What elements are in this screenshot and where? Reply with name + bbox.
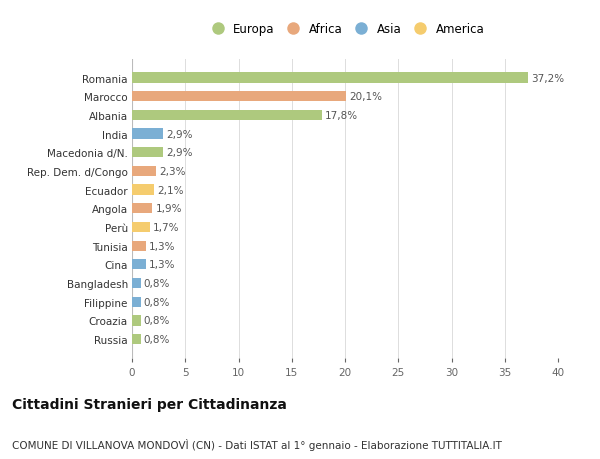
Bar [132, 297, 140, 307]
Text: 1,7%: 1,7% [154, 223, 180, 232]
Text: 2,9%: 2,9% [166, 129, 193, 139]
Bar [132, 260, 146, 270]
Text: 0,8%: 0,8% [144, 279, 170, 288]
Text: 0,8%: 0,8% [144, 334, 170, 344]
Bar [132, 278, 140, 289]
Bar [132, 222, 150, 233]
Text: 17,8%: 17,8% [325, 111, 358, 121]
Text: COMUNE DI VILLANOVA MONDOVÌ (CN) - Dati ISTAT al 1° gennaio - Elaborazione TUTTI: COMUNE DI VILLANOVA MONDOVÌ (CN) - Dati … [12, 438, 502, 450]
Bar [132, 316, 140, 326]
Bar [132, 73, 528, 84]
Text: 20,1%: 20,1% [349, 92, 382, 102]
Text: 1,3%: 1,3% [149, 241, 176, 251]
Legend: Europa, Africa, Asia, America: Europa, Africa, Asia, America [203, 21, 487, 39]
Bar [132, 185, 154, 196]
Bar [132, 241, 146, 251]
Text: Cittadini Stranieri per Cittadinanza: Cittadini Stranieri per Cittadinanza [12, 397, 287, 411]
Bar [132, 148, 163, 158]
Bar [132, 92, 346, 102]
Bar [132, 129, 163, 140]
Bar [132, 111, 322, 121]
Text: 37,2%: 37,2% [532, 73, 565, 84]
Text: 1,9%: 1,9% [155, 204, 182, 214]
Text: 2,3%: 2,3% [160, 167, 186, 177]
Text: 1,3%: 1,3% [149, 260, 176, 270]
Bar [132, 334, 140, 344]
Text: 0,8%: 0,8% [144, 316, 170, 326]
Bar [132, 167, 157, 177]
Text: 2,1%: 2,1% [158, 185, 184, 195]
Text: 2,9%: 2,9% [166, 148, 193, 158]
Bar [132, 204, 152, 214]
Text: 0,8%: 0,8% [144, 297, 170, 307]
